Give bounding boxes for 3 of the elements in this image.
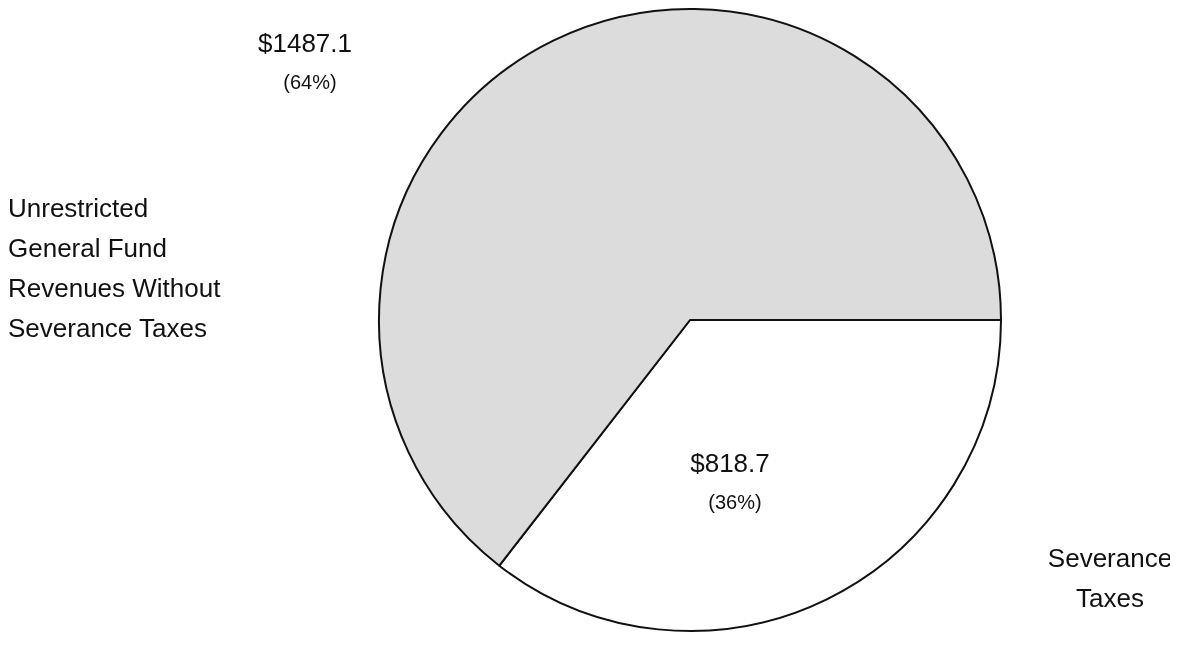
slice-label: Unrestricted General Fund Revenues Without Severance Taxes: [8, 193, 222, 344]
data-label: $818.7 (36%): [690, 448, 770, 513]
data-label: $1487.1 (64%): [258, 28, 352, 93]
